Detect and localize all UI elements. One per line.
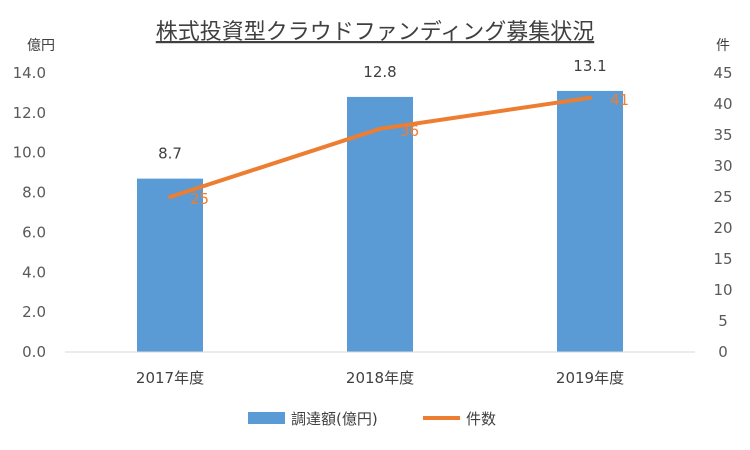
right-axis-tick-label: 20 [713, 219, 732, 237]
bar-value-label: 13.1 [573, 57, 606, 75]
line-value-label: 25 [190, 190, 209, 208]
chart-title: 株式投資型クラウドファンディング募集状況 [156, 20, 594, 45]
left-axis-tick-label: 10.0 [13, 144, 46, 162]
x-axis-tick-label: 2017年度 [136, 369, 204, 387]
line-value-label: 36 [400, 122, 419, 140]
x-axis-tick-label: 2018年度 [346, 369, 414, 387]
line-point [168, 195, 172, 199]
right-axis-tick-label: 15 [713, 250, 732, 268]
bar [137, 178, 203, 352]
left-axis-tick-label: 6.0 [22, 223, 46, 241]
legend-swatch-bar [248, 412, 285, 424]
line-point [378, 127, 382, 131]
right-axis-tick-label: 25 [713, 188, 732, 206]
left-axis-tick-label: 4.0 [22, 263, 46, 281]
left-axis-tick-label: 14.0 [13, 64, 46, 82]
right-axis-unit-label: 件 [716, 38, 730, 54]
right-axis-tick-label: 10 [713, 281, 732, 299]
right-axis-tick-label: 0 [718, 343, 728, 361]
legend-label-line: 件数 [466, 410, 496, 428]
left-axis-tick-label: 0.0 [22, 343, 46, 361]
right-axis-tick-label: 35 [713, 126, 732, 144]
bar [347, 96, 413, 353]
right-axis-tick-label: 40 [713, 95, 732, 113]
left-axis-tick-label: 12.0 [13, 104, 46, 122]
line-point [588, 96, 592, 100]
line-value-label: 41 [610, 91, 629, 109]
plot-area: 0.0 2.0 4.0 6.0 8.0 10.0 12.0 14.0 0 5 10 15 20 25 30 3… [13, 57, 733, 387]
bar-value-label: 8.7 [158, 145, 182, 163]
bar-value-label: 12.8 [363, 63, 396, 81]
left-axis-unit-label: 億円 [27, 38, 55, 54]
bar [557, 90, 623, 352]
legend: 調達額(億円) 件数 [248, 410, 496, 428]
right-axis-tick-label: 30 [713, 157, 732, 175]
right-axis-tick-label: 5 [718, 312, 728, 330]
left-axis-tick-label: 8.0 [22, 184, 46, 202]
left-axis-tick-label: 2.0 [22, 303, 46, 321]
x-axis-tick-label: 2019年度 [556, 369, 624, 387]
right-axis-tick-label: 45 [713, 64, 732, 82]
legend-label-bar: 調達額(億円) [291, 410, 378, 428]
